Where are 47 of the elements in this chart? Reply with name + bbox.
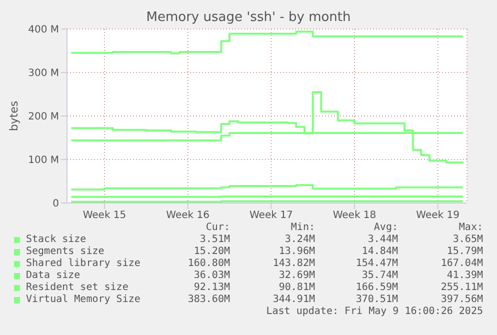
x-tick-label: Week 16 — [166, 210, 210, 222]
text: 255.11M — [440, 282, 483, 293]
legend-label: Resident set size — [26, 282, 128, 293]
text: 167.04M — [440, 258, 483, 269]
text: 397.56M — [440, 294, 483, 305]
y-tick-label: 100 M — [28, 155, 59, 166]
text: 143.82M — [272, 258, 315, 269]
y-tick-label: 200 M — [28, 112, 59, 123]
text: 3.24M — [284, 234, 315, 245]
text: 15.79M — [446, 246, 483, 257]
text: Cur: — [206, 222, 230, 233]
text: 32.69M — [278, 270, 315, 281]
legend-label: Data size — [26, 270, 80, 281]
text: 15.20M — [194, 246, 230, 257]
x-tick-label: Week 17 — [250, 210, 293, 222]
text: Min: — [290, 222, 315, 233]
text: Avg: — [374, 222, 398, 233]
x-tick-label: Week 19 — [416, 210, 460, 222]
text: 344.91M — [272, 294, 315, 305]
text: 35.74M — [362, 270, 398, 281]
text: 160.80M — [188, 258, 230, 269]
legend-label: Stack size — [26, 234, 86, 245]
text: 3.51M — [200, 234, 230, 245]
text: 90.81M — [278, 282, 315, 293]
legend-label: Virtual Memory Size — [26, 294, 140, 305]
text: 14.84M — [362, 246, 398, 257]
chart-title: Memory usage 'ssh' - by month — [145, 10, 352, 25]
text: Max: — [458, 222, 483, 233]
x-tick-label: Week 18 — [332, 210, 376, 222]
y-tick-label: 400 M — [28, 24, 59, 36]
legend-label: Segments size — [26, 246, 104, 257]
text: 166.59M — [356, 282, 398, 293]
y-axis-title: bytes — [8, 100, 20, 132]
y-tick-label: 300 M — [28, 68, 59, 80]
x-tick-label: Week 15 — [82, 210, 126, 222]
text: 370.51M — [356, 294, 398, 305]
text: 154.47M — [356, 258, 398, 269]
text: 36.03M — [194, 270, 230, 281]
text: Last update: Fri May 9 16:00:26 2025 — [266, 306, 483, 317]
y-tick-label: 0 — [52, 198, 59, 210]
text: 383.60M — [188, 294, 230, 305]
text: 3.65M — [452, 234, 483, 245]
text: 92.13M — [194, 282, 230, 293]
text: 3.44M — [368, 234, 398, 245]
text: 13.96M — [278, 246, 315, 257]
text: 41.39M — [446, 270, 483, 281]
legend-label: Shared library size — [26, 258, 140, 269]
